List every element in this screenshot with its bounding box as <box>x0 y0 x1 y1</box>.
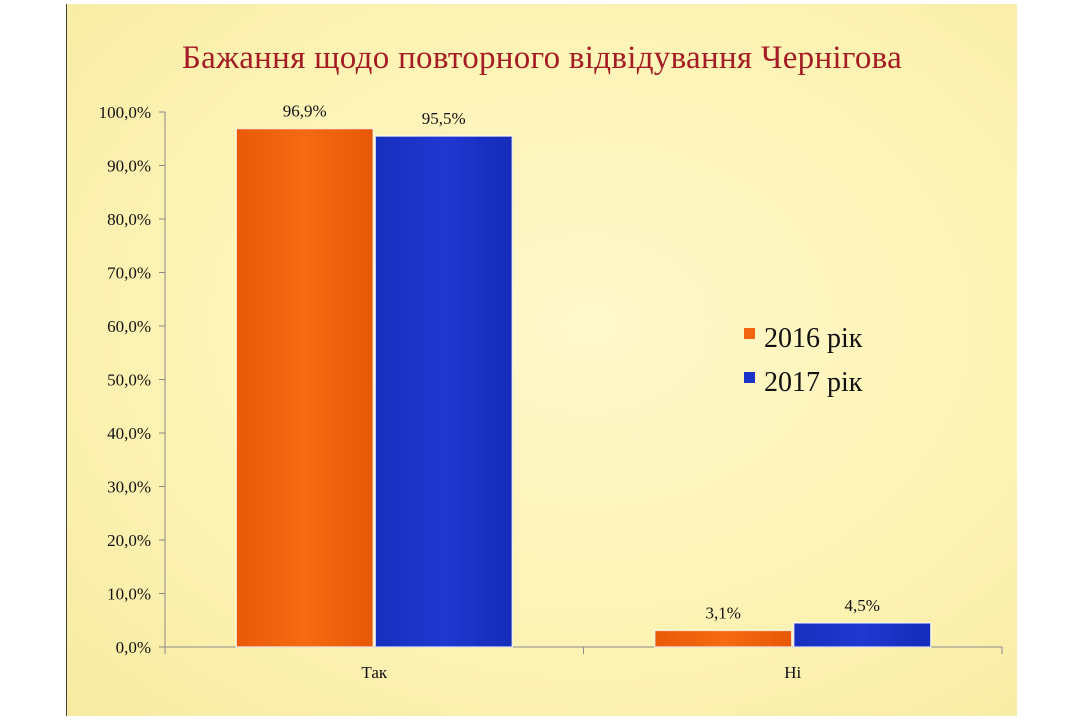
bar-series-1 <box>654 629 793 648</box>
data-label: 3,1% <box>706 603 741 622</box>
legend-label: 2016 рік <box>764 323 863 354</box>
y-tick-label: 30,0% <box>107 478 151 497</box>
chart-bars: 96,9% 95,5% 3,1% 4,5% <box>235 102 932 648</box>
y-tick-label: 70,0% <box>107 264 151 283</box>
y-tick-label: 20,0% <box>107 531 151 550</box>
y-tick-label: 80,0% <box>107 210 151 229</box>
y-tick-label: 90,0% <box>107 157 151 176</box>
y-tick-label: 0,0% <box>116 638 151 657</box>
y-tick-label: 100,0% <box>99 103 151 122</box>
y-tick-label: 50,0% <box>107 371 151 390</box>
chart-axes: 0,0% 10,0% 20,0% 30,0% 40,0% 50,0% 60,0% 70,0% 8… <box>99 103 1003 682</box>
data-label: 96,9% <box>283 102 327 121</box>
chart-legend: 2016 рік 2017 рік <box>744 323 863 398</box>
y-tick-label: 60,0% <box>107 317 151 336</box>
bar-series-2 <box>793 622 932 648</box>
data-label: 95,5% <box>422 109 466 128</box>
y-tick-label: 10,0% <box>107 585 151 604</box>
chart-title: Бажання щодо повторного відвідування Чер… <box>181 40 903 76</box>
legend-label: 2017 рік <box>764 367 863 398</box>
legend-swatch <box>744 372 755 383</box>
bar-series-1 <box>235 127 374 648</box>
x-category-label: Ні <box>784 663 801 682</box>
data-label: 4,5% <box>845 596 880 615</box>
bar-series-2 <box>374 135 513 648</box>
legend-swatch <box>744 328 755 339</box>
slide-background: Бажання щодо повторного відвідування Чер… <box>66 4 1017 716</box>
x-category-label: Так <box>361 663 388 682</box>
y-tick-label: 40,0% <box>107 424 151 443</box>
